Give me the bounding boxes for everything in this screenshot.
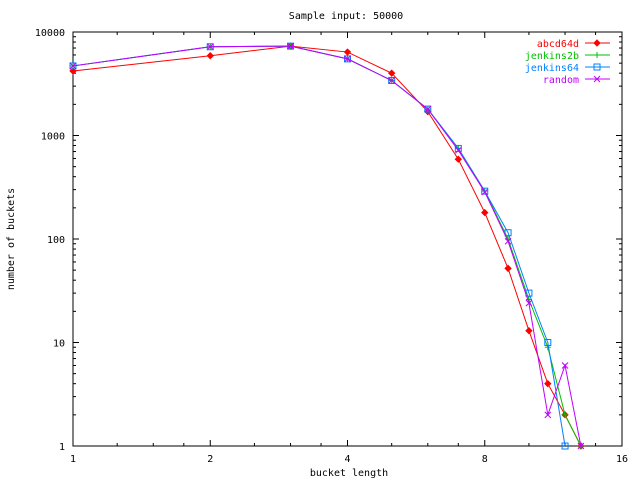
y-axis-ticks: 1 10 100 1000 10000 [35,28,622,453]
data-point-abcd64d [481,208,489,217]
data-point-abcd64d [525,326,533,335]
series-random [69,42,585,450]
data-point-abcd64d [343,48,352,56]
legend-marker-random [593,75,601,83]
y-tick-label: 1000 [41,132,65,143]
series-abcd64d [69,42,585,450]
data-point-random [69,62,77,70]
legend-label-random: random [543,75,579,86]
legend-marker-jenkins64 [593,63,601,71]
data-point-random [577,442,585,450]
data-point-random [424,105,432,113]
series-jenkins2b [70,43,584,449]
data-point-jenkins64 [544,339,552,346]
data-point-jenkins64 [504,229,512,237]
data-point-jenkins64 [344,55,351,63]
series-line-abcd64d [72,45,582,447]
chart-title: Sample input: 50000 [289,11,403,22]
series-layer [69,42,585,450]
data-point-abcd64d [387,69,396,77]
y-tick-label: 10 [53,339,65,350]
series-line-random [72,45,582,447]
data-point-abcd64d [69,67,77,75]
data-point-random [504,237,512,245]
x-tick-label: 2 [207,454,213,465]
legend-label-jenkins2b: jenkins2b [525,51,579,62]
data-point-random [454,146,462,154]
legend-label-abcd64d: abcd64d [537,39,579,50]
y-tick-label: 100 [47,235,65,246]
legend-marker-jenkins2b [594,52,600,58]
series-line-jenkins64 [72,45,566,447]
data-point-jenkins64 [388,76,396,84]
legend-marker-abcd64d [593,39,601,47]
data-point-random [344,55,351,63]
data-point-jenkins64 [561,442,569,450]
x-tick-label: 16 [616,454,628,465]
data-point-random [388,77,396,84]
data-point-abcd64d [206,52,214,60]
data-point-random [206,43,214,51]
data-point-abcd64d [454,155,463,163]
data-point-random [481,188,489,196]
y-axis-label: number of buckets [6,188,17,290]
data-point-jenkins64 [424,105,432,113]
x-tick-label: 1 [70,454,76,465]
legend-label-jenkins64: jenkins64 [525,63,579,74]
data-point-random [561,362,569,369]
data-point-jenkins2b [562,411,569,418]
data-point-abcd64d [504,264,512,273]
series-jenkins64 [69,42,569,450]
x-tick-label: 4 [344,454,350,465]
data-point-random [287,42,294,50]
plot-frame [72,31,623,447]
data-point-random [525,299,533,307]
data-point-abcd64d [544,379,552,388]
series-line-jenkins2b [72,45,582,447]
data-point-jenkins64 [481,187,489,195]
x-axis-ticks: 1 2 4 8 16 [70,32,628,465]
data-point-jenkins64 [454,144,462,152]
y-tick-label: 1 [59,442,65,453]
x-tick-label: 8 [482,454,488,465]
y-tick-label: 10000 [35,28,65,39]
data-point-random [544,411,552,419]
x-axis-label: bucket length [310,468,388,479]
